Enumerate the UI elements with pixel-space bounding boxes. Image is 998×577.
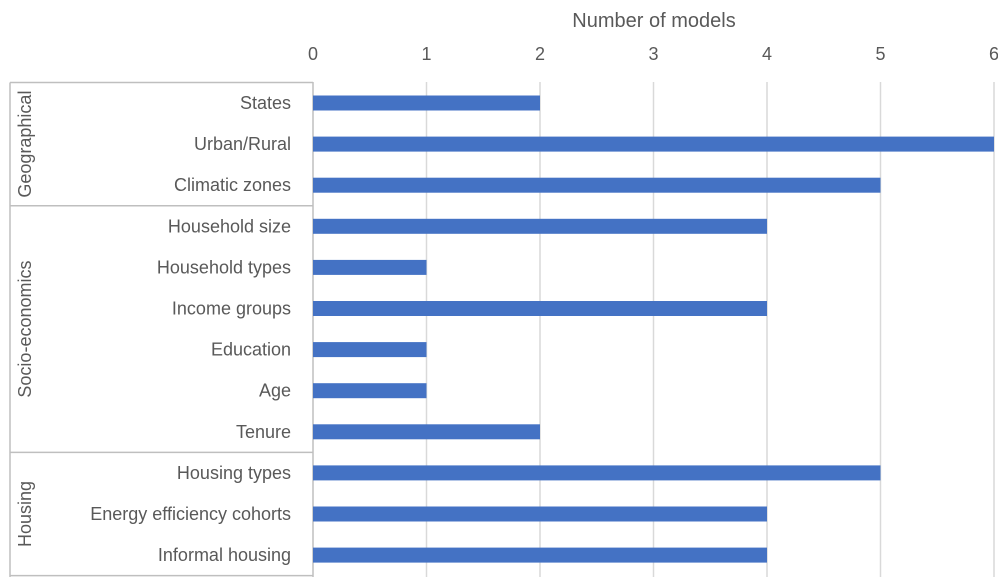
bar [313, 301, 767, 316]
category-label: Informal housing [158, 545, 291, 565]
x-tick-label: 2 [535, 44, 545, 64]
bar [313, 136, 994, 152]
category-label: Household size [168, 216, 291, 236]
bar [313, 95, 540, 111]
x-axis-title: Number of models [572, 10, 735, 32]
x-axis-tick-labels: 0 1 2 3 4 5 6 [308, 44, 998, 64]
gridlines [312, 82, 995, 577]
category-label: Tenure [236, 422, 291, 442]
bar [313, 424, 540, 440]
x-tick-label: 3 [648, 44, 658, 64]
group-label: Socio-economics [15, 261, 35, 398]
category-label: States [240, 93, 291, 113]
category-label: Climatic zones [174, 175, 291, 195]
bar [313, 218, 767, 234]
category-groups: Geographical Socio-economics Housing [9, 81, 313, 577]
group-label: Housing [15, 481, 35, 547]
category-label: Age [259, 381, 291, 401]
bar [313, 465, 881, 481]
bar [313, 342, 427, 358]
x-tick-label: 0 [308, 44, 318, 64]
category-label: Urban/Rural [194, 134, 291, 154]
category-label: Energy efficiency cohorts [90, 504, 291, 524]
x-tick-label: 6 [989, 44, 998, 64]
x-tick-label: 5 [875, 44, 885, 64]
bar [313, 177, 881, 193]
bar [313, 383, 427, 399]
x-tick-label: 1 [421, 44, 431, 64]
category-label: Household types [157, 257, 291, 277]
bars [313, 95, 994, 563]
bar [313, 547, 767, 563]
category-label: Housing types [177, 463, 291, 483]
group-label: Geographical [15, 91, 35, 198]
x-tick-label: 4 [762, 44, 772, 64]
bar [313, 259, 427, 275]
category-labels: States Urban/Rural Climatic zones Household… [90, 93, 291, 565]
category-label: Income groups [172, 299, 291, 319]
bar [313, 506, 767, 522]
category-label: Education [211, 340, 291, 360]
